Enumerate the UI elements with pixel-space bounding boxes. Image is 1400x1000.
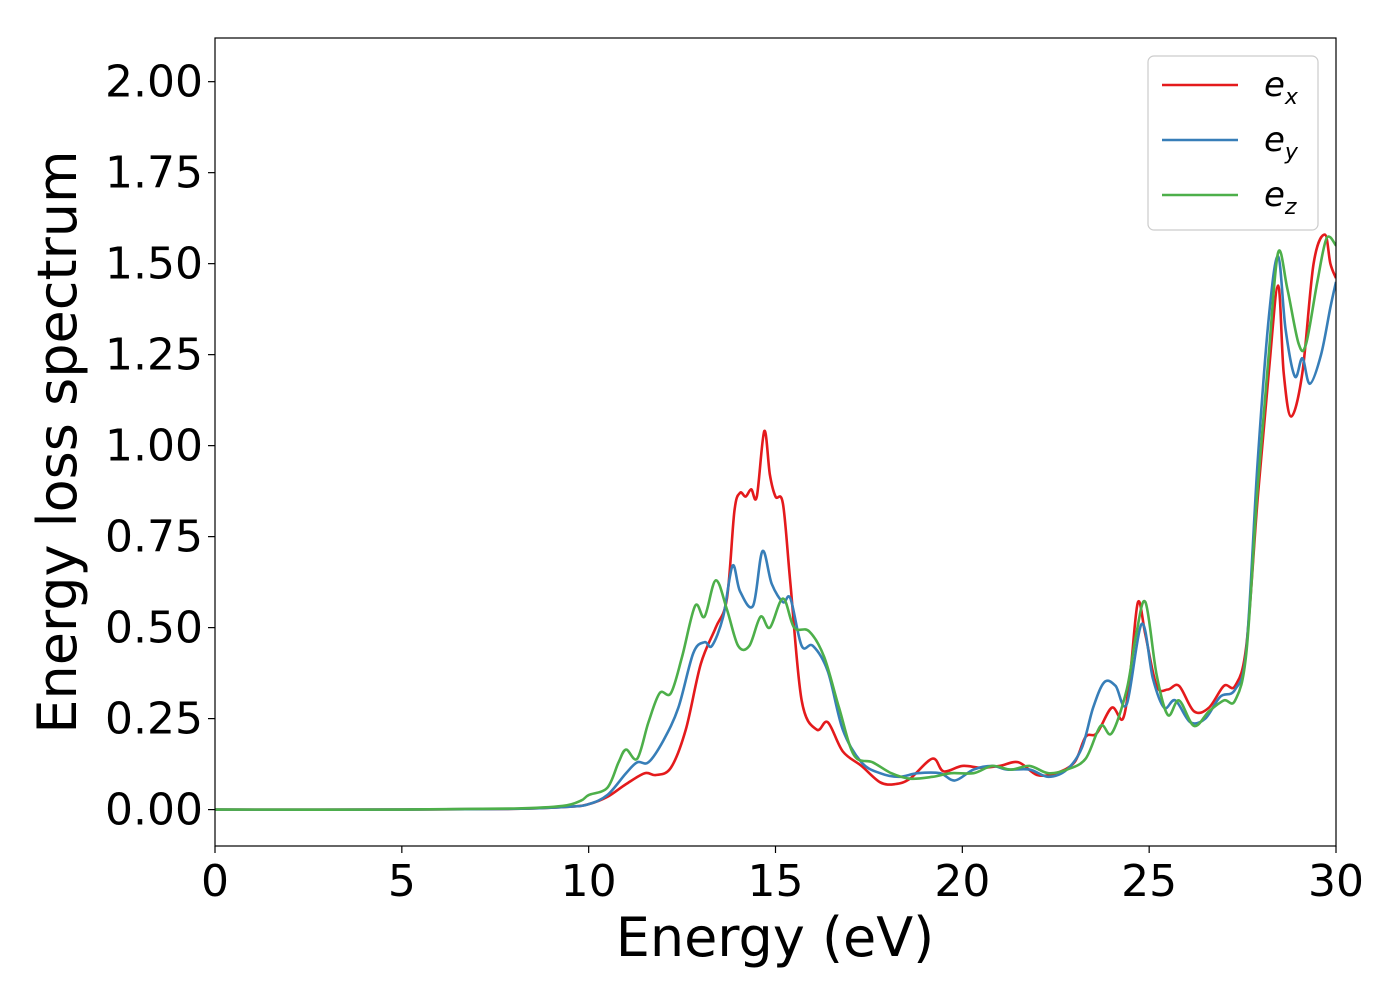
y-tick-label: 2.00 (105, 57, 203, 108)
x-axis-title: Energy (eV) (616, 906, 935, 969)
legend-label-base: e (1264, 120, 1285, 160)
series-line-e-z (215, 235, 1336, 811)
legend-label-subscript: x (1284, 85, 1299, 110)
legend-label-subscript: y (1284, 140, 1299, 165)
legend-label-e-x: ex (1264, 65, 1299, 110)
x-tick-label: 5 (388, 856, 416, 907)
series-line-e-x (215, 233, 1336, 811)
x-tick-label: 30 (1308, 856, 1364, 907)
x-tick-label: 0 (201, 856, 229, 907)
x-tick-label: 25 (1121, 856, 1177, 907)
legend-label-subscript: z (1284, 195, 1297, 220)
y-tick-label: 0.75 (105, 512, 203, 563)
x-tick-label: 10 (561, 856, 617, 907)
y-tick-label: 0.00 (105, 785, 203, 836)
x-tick-label: 20 (934, 856, 990, 907)
y-tick-label: 0.25 (105, 694, 203, 745)
legend-label-base: e (1264, 175, 1285, 215)
x-axis: 0 5 10 15 20 25 30 (201, 846, 1364, 907)
y-tick-label: 1.00 (105, 421, 203, 472)
legend-label-e-y: ey (1264, 120, 1299, 165)
y-tick-label: 1.75 (105, 148, 203, 199)
y-tick-label: 0.50 (105, 603, 203, 654)
legend-label-e-z: ez (1264, 175, 1297, 220)
x-tick-label: 15 (748, 856, 804, 907)
series-layer (215, 233, 1336, 811)
legend-label-base: e (1264, 65, 1285, 105)
series-line-e-y (215, 255, 1336, 811)
y-tick-label: 1.50 (105, 239, 203, 290)
y-tick-label: 1.25 (105, 330, 203, 381)
y-axis: 0.00 0.25 0.50 0.75 1.00 1.25 1.50 1.75 2.00 (105, 57, 215, 836)
legend-box (1147, 55, 1319, 231)
y-axis-title: Energy loss spectrum (26, 150, 89, 733)
